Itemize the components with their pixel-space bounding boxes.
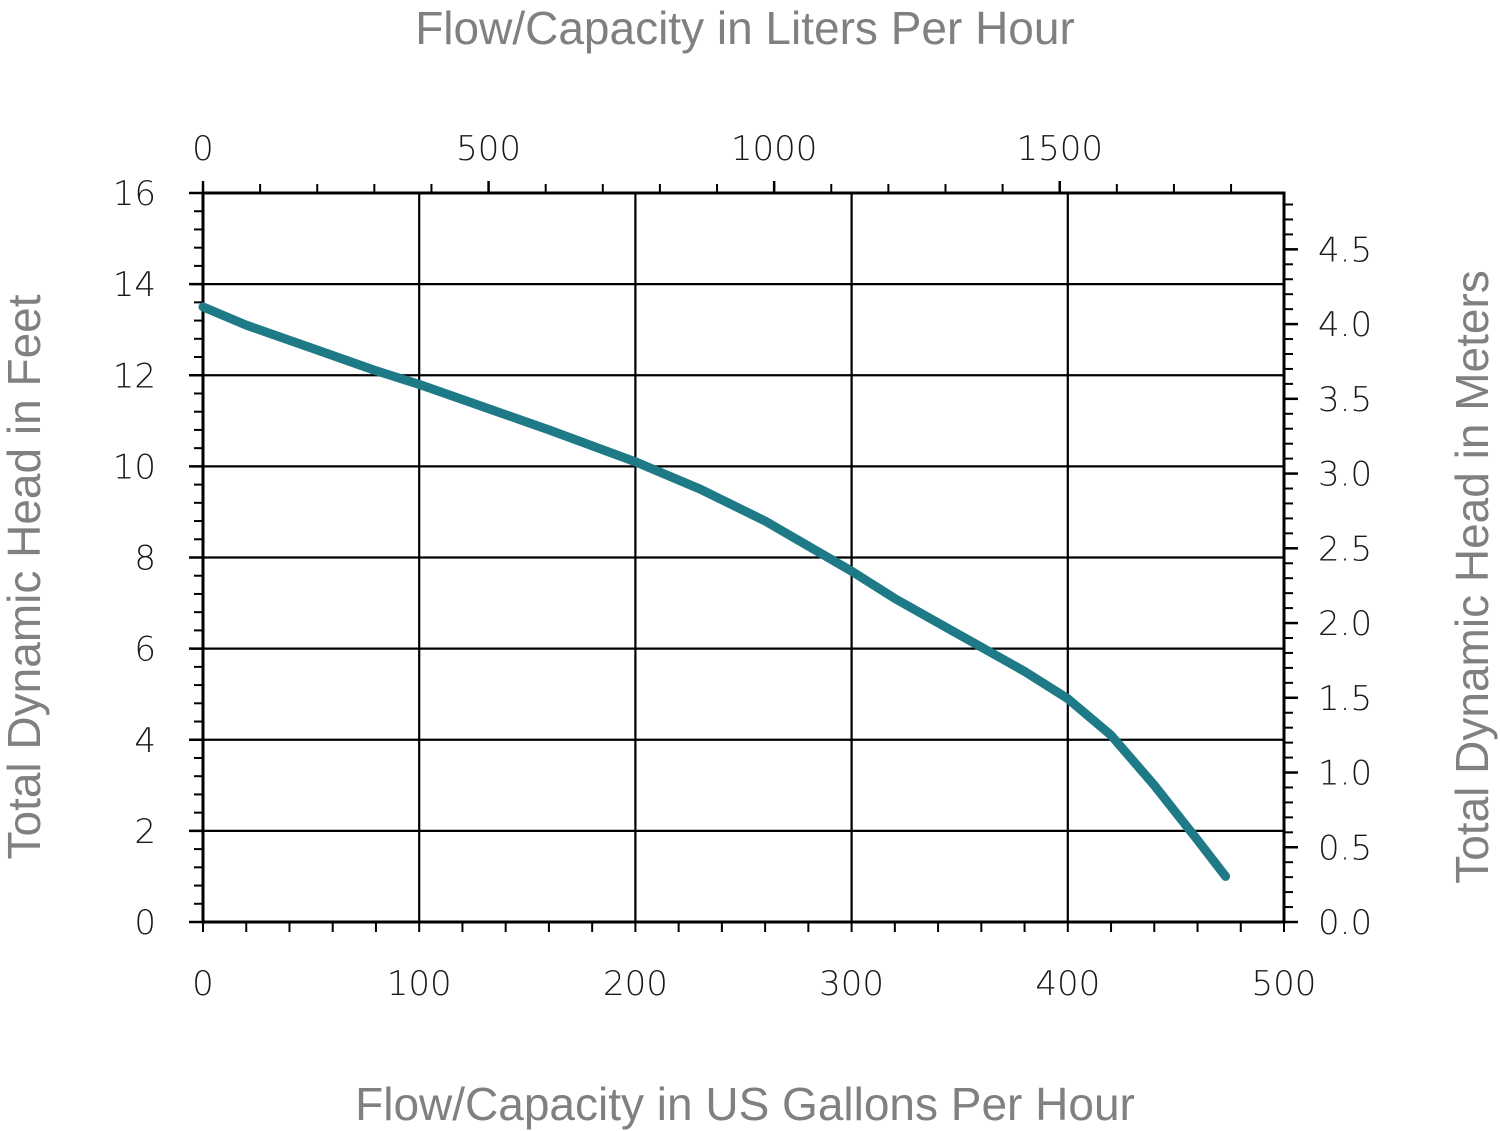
y-tick-label: 6	[134, 630, 156, 670]
top-axis-title: Flow/Capacity in Liters Per Hour	[415, 2, 1075, 54]
y-tick-label: 10	[113, 447, 156, 487]
x2-tick-label: 1500	[1016, 129, 1103, 169]
y-tick-label: 2	[134, 812, 156, 852]
grid-lines	[201, 193, 1286, 922]
x2-tick-label: 1000	[731, 129, 818, 169]
y-tick-label: 0	[134, 903, 156, 943]
x-axis-title: Flow/Capacity in US Gallons Per Hour	[355, 1078, 1135, 1130]
y2-tick-label: 1.0	[1318, 754, 1372, 794]
y2-tick-label: 4.5	[1318, 230, 1372, 270]
x-tick-label: 200	[603, 964, 668, 1004]
y-tick-label: 8	[134, 539, 156, 579]
x2-tick-label: 0	[192, 129, 214, 169]
y2-tick-label: 2.0	[1318, 604, 1372, 644]
y2-tick-label: 0.5	[1318, 828, 1372, 868]
series-line	[198, 302, 1231, 881]
y2-tick-label: 4.0	[1318, 305, 1372, 345]
x-tick-label: 500	[1252, 964, 1317, 1004]
x-tick-label: 300	[819, 964, 884, 1004]
x-tick-label: 400	[1035, 964, 1100, 1004]
y-tick-label: 4	[134, 721, 156, 761]
x-tick-label: 100	[387, 964, 452, 1004]
y2-tick-label: 0.0	[1318, 903, 1372, 943]
y2-tick-label: 2.5	[1318, 529, 1372, 569]
y-tick-label: 16	[113, 174, 156, 214]
x2-tick-label: 500	[456, 129, 521, 169]
series-layer	[198, 302, 1231, 881]
plot-frame	[201, 191, 1286, 924]
y2-tick-label: 3.0	[1318, 455, 1372, 495]
y2-tick-label: 1.5	[1318, 679, 1372, 719]
y-tick-label: 14	[113, 265, 156, 305]
x-tick-label: 0	[192, 964, 214, 1004]
y-tick-label: 12	[113, 356, 156, 396]
y2-tick-label: 3.5	[1318, 380, 1372, 420]
tick-labels: 0 100 200 300 400 500 0 2 4 6 8 10 12 14 16 0 500 1000 150…	[113, 129, 1372, 1004]
y-axis-title: Total Dynamic Head in Feet	[0, 294, 50, 859]
y2-axis-title: Total Dynamic Head in Meters	[1446, 270, 1498, 884]
